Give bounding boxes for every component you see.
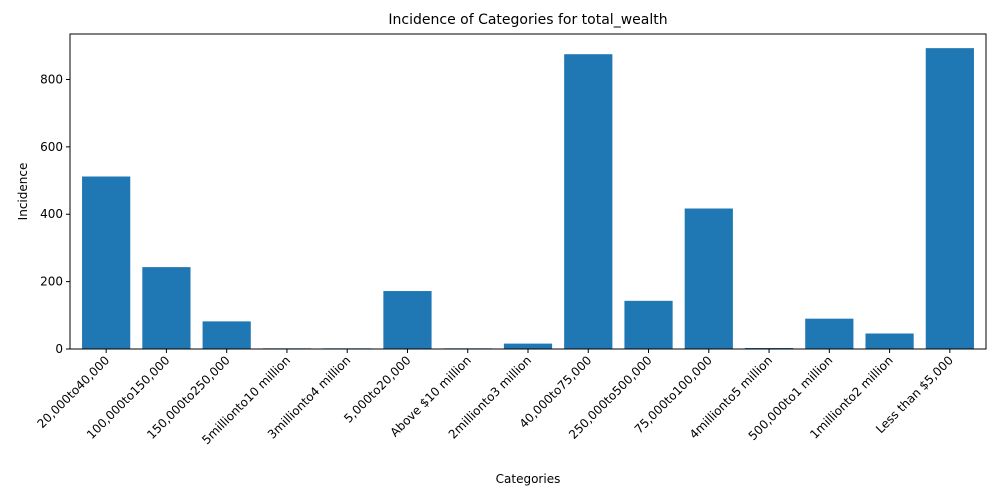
y-tick-label: 800	[40, 72, 63, 86]
y-tick-label: 200	[40, 275, 63, 289]
bar-6	[383, 291, 432, 349]
y-tick-label: 400	[40, 207, 63, 221]
y-tick-label: 0	[55, 342, 63, 356]
bar-15	[925, 48, 974, 350]
bar-11	[684, 208, 733, 349]
bar-8	[503, 343, 553, 349]
bar-1	[82, 176, 131, 349]
y-tick-label: 600	[40, 140, 63, 154]
chart-title: Incidence of Categories for total_wealth	[388, 12, 667, 28]
bar-14	[865, 333, 914, 349]
bar-2	[142, 267, 191, 349]
bar-10	[624, 300, 673, 349]
y-axis-title: Incidence	[16, 163, 30, 221]
bars-layer	[82, 48, 974, 350]
x-axis-title: Categories	[496, 472, 561, 486]
bar-12	[744, 347, 794, 349]
plot-frame	[69, 33, 987, 350]
bar-3	[202, 321, 251, 349]
ticks-layer: 020040060080020,000to40,000100,000to150,…	[34, 72, 955, 447]
bar-9	[564, 54, 613, 350]
bar-13	[805, 318, 854, 349]
